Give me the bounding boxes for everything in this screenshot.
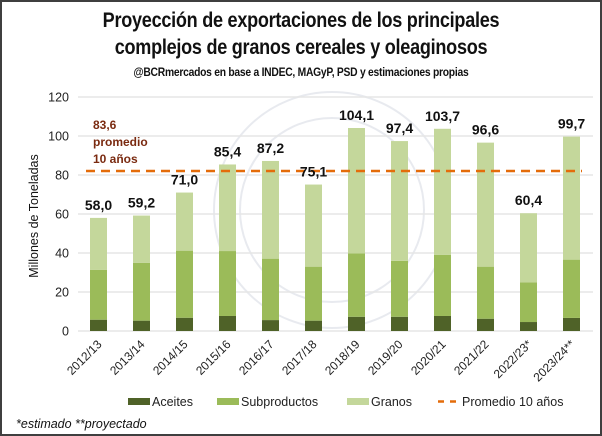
bar-segment-subproductos: [391, 260, 408, 317]
bar-segment-aceites: [348, 316, 365, 331]
bar-segment-aceites: [90, 319, 107, 331]
bar-segment-subproductos: [434, 254, 451, 316]
x-tick-label: 2021/22: [451, 337, 492, 378]
bar-segment-granos: [262, 160, 279, 259]
total-data-label: 58,0: [85, 197, 112, 213]
bar-segment-subproductos: [176, 250, 193, 318]
bar-segment-aceites: [176, 317, 193, 331]
total-data-label: 103,7: [425, 108, 460, 124]
bar-segment-subproductos: [90, 269, 107, 320]
total-data-label: 75,1: [300, 164, 327, 180]
legend-item-subproductos: Subproductos: [217, 395, 318, 409]
legend-label: Granos: [371, 395, 412, 409]
total-data-label: 99,7: [558, 116, 585, 132]
footnote: *estimado **proyectado: [16, 417, 147, 431]
bar-segment-aceites: [262, 320, 279, 331]
bar-segment-granos: [219, 164, 236, 252]
total-data-label: 104,1: [339, 107, 374, 123]
x-tick-label: 2023/24**: [530, 337, 577, 384]
x-tick-label: 2019/20: [365, 337, 406, 378]
total-data-label: 85,4: [214, 143, 241, 159]
bar-segment-subproductos: [563, 259, 580, 318]
bar-segment-granos: [563, 136, 580, 260]
x-tick-label: 2014/15: [150, 337, 191, 378]
total-data-label: 96,6: [472, 122, 499, 138]
bar-segment-granos: [133, 215, 150, 263]
y-tick-label: 80: [55, 169, 69, 183]
total-data-label: 59,2: [128, 195, 155, 211]
legend-label: Subproductos: [241, 395, 318, 409]
legend-item-granos: Granos: [347, 395, 412, 409]
x-tick-label: 2022/23*: [491, 337, 535, 381]
bar-segment-granos: [477, 142, 494, 267]
bar-segment-granos: [348, 128, 365, 254]
bar-segment-granos: [520, 213, 537, 283]
bar-segment-subproductos: [520, 282, 537, 323]
bar-segment-aceites: [563, 317, 580, 331]
chart-title-line1: Proyección de exportaciones de los princ…: [102, 9, 500, 32]
bar-segment-granos: [90, 217, 107, 270]
legend-item-promedio: Promedio 10 años: [438, 395, 563, 409]
bar-segment-subproductos: [348, 253, 365, 317]
legend: Aceites Subproductos Granos Promedio 10 año…: [128, 395, 563, 409]
chart-subtitle: @BCRmercados en base a INDEC, MAGyP, PSD…: [133, 65, 469, 79]
avg-annotation-line2: promedio: [93, 135, 148, 149]
legend-swatch: [347, 398, 369, 405]
bar-segment-granos: [176, 192, 193, 251]
y-tick-label: 0: [62, 325, 69, 339]
legend-label: Promedio 10 años: [462, 395, 563, 409]
y-tick-label: 120: [48, 91, 69, 105]
bar-segment-subproductos: [219, 251, 236, 316]
total-data-label: 60,4: [515, 192, 542, 208]
bar-segment-aceites: [520, 322, 537, 331]
x-tick-label: 2016/17: [236, 337, 277, 378]
bar-segment-subproductos: [133, 262, 150, 321]
bar-segment-subproductos: [305, 266, 322, 321]
chart-title-line2: complejos de granos cereales y oleaginos…: [114, 36, 488, 59]
legend-label: Aceites: [152, 395, 193, 409]
total-data-label: 87,2: [257, 140, 284, 156]
x-tick-label: 2018/19: [322, 337, 363, 378]
legend-item-aceites: Aceites: [128, 395, 193, 409]
bar-segment-aceites: [477, 318, 494, 331]
avg-annotation-value: 83,6: [93, 118, 117, 132]
x-tick-label: 2020/21: [408, 337, 449, 378]
x-tick-label: 2013/14: [107, 337, 148, 378]
bar-segment-subproductos: [477, 266, 494, 319]
x-tick-label: 2012/13: [64, 337, 105, 378]
bar-segment-granos: [434, 128, 451, 255]
y-tick-label: 60: [55, 208, 69, 222]
x-tick-label: 2017/18: [279, 337, 320, 378]
legend-swatch: [128, 398, 150, 405]
y-tick-label: 20: [55, 286, 69, 300]
bar-segment-subproductos: [262, 258, 279, 321]
bar-segment-granos: [391, 141, 408, 261]
bar-segment-aceites: [219, 315, 236, 331]
bar-segment-aceites: [133, 320, 150, 331]
total-data-label: 71,0: [171, 172, 198, 188]
bar-segment-aceites: [391, 316, 408, 331]
bar-segment-granos: [305, 184, 322, 267]
x-tick-label: 2015/16: [193, 337, 234, 378]
bar-segment-aceites: [434, 315, 451, 331]
y-tick-label: 100: [48, 130, 69, 144]
legend-swatch: [217, 398, 239, 405]
total-data-label: 97,4: [386, 120, 413, 136]
y-axis-label: Millones de Toneladas: [27, 154, 41, 277]
y-tick-label: 40: [55, 247, 69, 261]
bar-segment-aceites: [305, 320, 322, 331]
avg-annotation-line3: 10 años: [93, 152, 138, 166]
